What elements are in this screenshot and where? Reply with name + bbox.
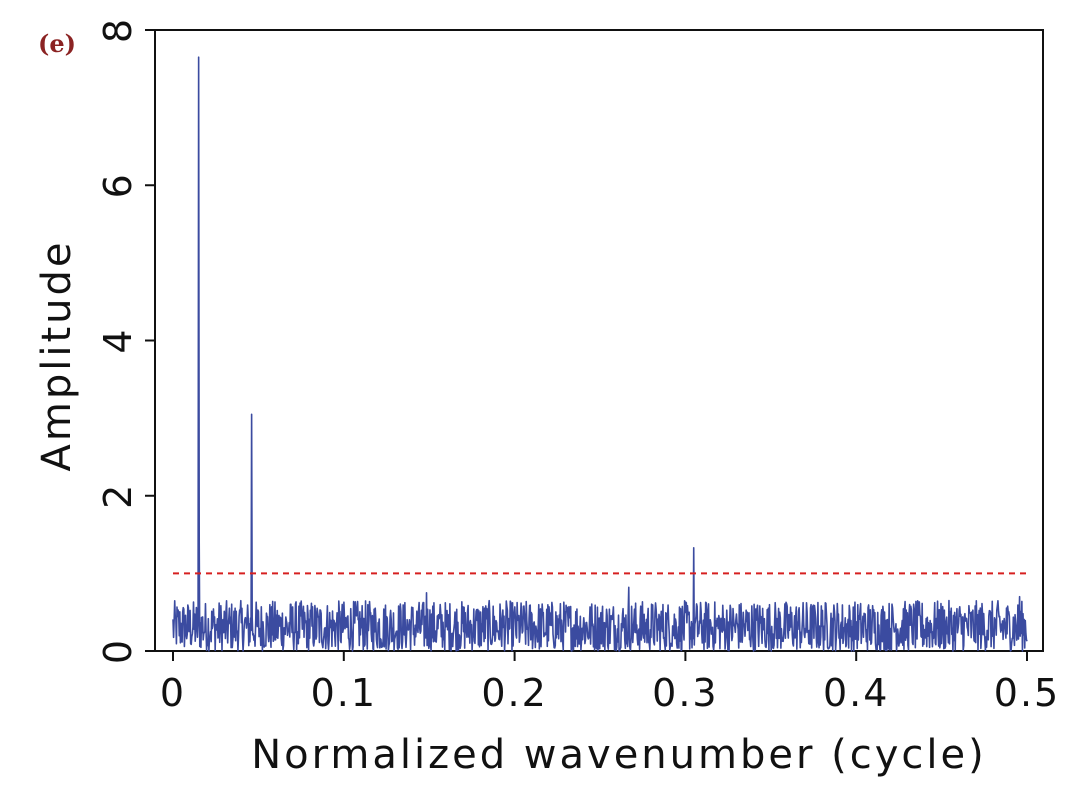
y-tick-label: 8: [96, 17, 140, 43]
plot-frame: [154, 29, 1044, 652]
x-tick-label: 0.2: [481, 671, 547, 715]
amplitude-series-line: [172, 56, 1028, 652]
x-tick-label: 0.4: [823, 671, 889, 715]
x-tick-label: 0.3: [652, 671, 718, 715]
x-tick-label: 0.5: [994, 671, 1060, 715]
y-tick-label: 2: [96, 483, 140, 509]
y-axis-title: Amplitude: [34, 240, 80, 472]
x-tick-label: 0: [160, 671, 186, 715]
panel-label: (e): [38, 29, 76, 58]
x-axis-title: Normalized wavenumber (cycle): [251, 732, 986, 778]
y-tick-label: 4: [96, 327, 140, 353]
x-tick-label: 0.1: [311, 671, 377, 715]
y-tick-label: 6: [96, 172, 140, 198]
y-tick-label: 0: [96, 638, 140, 664]
